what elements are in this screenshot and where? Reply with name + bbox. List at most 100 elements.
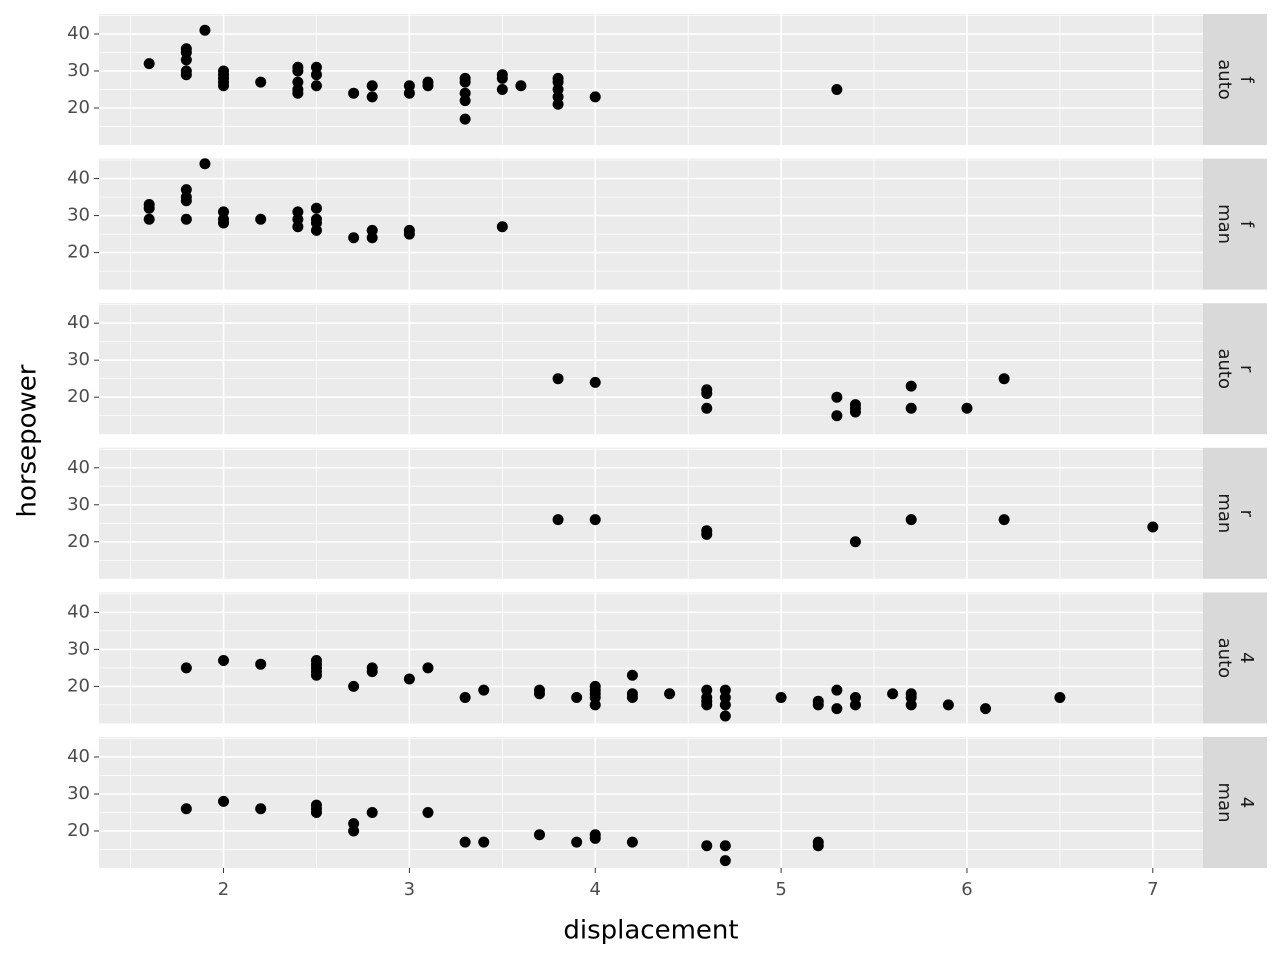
point <box>422 806 434 818</box>
y-tick-label: 40 <box>67 601 90 622</box>
point <box>366 666 378 678</box>
point <box>143 58 155 70</box>
x-tick-label: 5 <box>775 879 786 900</box>
point <box>701 402 713 414</box>
panel-background <box>99 447 1203 579</box>
x-tick-label: 4 <box>590 879 601 900</box>
point <box>143 213 155 225</box>
point <box>366 91 378 103</box>
y-tick-label: 20 <box>67 242 90 263</box>
point <box>310 202 322 214</box>
point <box>626 691 638 703</box>
point <box>719 699 731 711</box>
y-tick-label: 40 <box>67 312 90 333</box>
point <box>1054 691 1066 703</box>
point <box>403 228 415 240</box>
panel-background <box>99 303 1203 435</box>
y-tick-label: 40 <box>67 457 90 478</box>
point <box>533 688 545 700</box>
point <box>218 80 230 92</box>
y-tick-label: 40 <box>67 23 90 44</box>
point <box>589 699 601 711</box>
point <box>348 87 360 99</box>
point <box>459 836 471 848</box>
point <box>199 24 211 36</box>
point <box>180 195 192 207</box>
point <box>180 54 192 66</box>
point <box>831 410 843 422</box>
point <box>310 806 322 818</box>
point <box>310 80 322 92</box>
point <box>552 98 564 110</box>
point <box>905 699 917 711</box>
point <box>701 699 713 711</box>
strip-background <box>1203 303 1267 435</box>
point <box>366 806 378 818</box>
point <box>905 514 917 526</box>
y-tick-label: 20 <box>67 675 90 696</box>
strip-background <box>1203 14 1267 145</box>
strip-label: 4 <box>1236 797 1257 808</box>
point <box>905 380 917 392</box>
point <box>422 662 434 674</box>
point <box>348 232 360 244</box>
panel-background <box>99 592 1203 724</box>
point <box>459 95 471 107</box>
point <box>719 855 731 867</box>
point <box>292 65 304 77</box>
point <box>905 402 917 414</box>
strip-label: auto <box>1214 348 1235 389</box>
point <box>180 662 192 674</box>
point <box>292 221 304 233</box>
y-tick-label: 30 <box>67 638 90 659</box>
point <box>980 703 992 715</box>
strip-label: man <box>1214 204 1235 244</box>
y-tick-label: 20 <box>67 386 90 407</box>
strip-label: auto <box>1214 59 1235 100</box>
point <box>403 673 415 685</box>
point <box>812 699 824 711</box>
panel-background <box>99 14 1203 145</box>
point <box>998 514 1010 526</box>
point <box>589 376 601 388</box>
point <box>366 232 378 244</box>
point <box>403 87 415 99</box>
strip-background <box>1203 737 1267 868</box>
point <box>199 158 211 170</box>
point <box>218 217 230 229</box>
point <box>961 402 973 414</box>
y-tick-label: 40 <box>67 168 90 189</box>
point <box>589 514 601 526</box>
strip-label: 4 <box>1236 652 1257 663</box>
x-tick-label: 6 <box>961 879 972 900</box>
point <box>478 684 490 696</box>
point <box>589 91 601 103</box>
y-tick-label: 40 <box>67 746 90 767</box>
point <box>255 213 267 225</box>
point <box>366 80 378 92</box>
point <box>701 528 713 540</box>
point <box>496 83 508 95</box>
x-tick-label: 2 <box>218 879 229 900</box>
point <box>515 80 527 92</box>
point <box>719 710 731 722</box>
point <box>719 840 731 852</box>
strip-background <box>1203 592 1267 724</box>
point <box>180 803 192 815</box>
point <box>459 691 471 703</box>
strip-background <box>1203 158 1267 290</box>
point <box>831 83 843 95</box>
point <box>348 680 360 692</box>
point <box>459 113 471 125</box>
panel-background <box>99 737 1203 868</box>
point <box>218 795 230 807</box>
point <box>496 221 508 233</box>
strip-label: r <box>1236 365 1257 373</box>
point <box>831 684 843 696</box>
point <box>831 703 843 715</box>
strip-label: man <box>1214 493 1235 533</box>
y-tick-label: 20 <box>67 531 90 552</box>
y-tick-label: 30 <box>67 205 90 226</box>
strip-label: r <box>1236 510 1257 518</box>
y-tick-label: 20 <box>67 97 90 118</box>
